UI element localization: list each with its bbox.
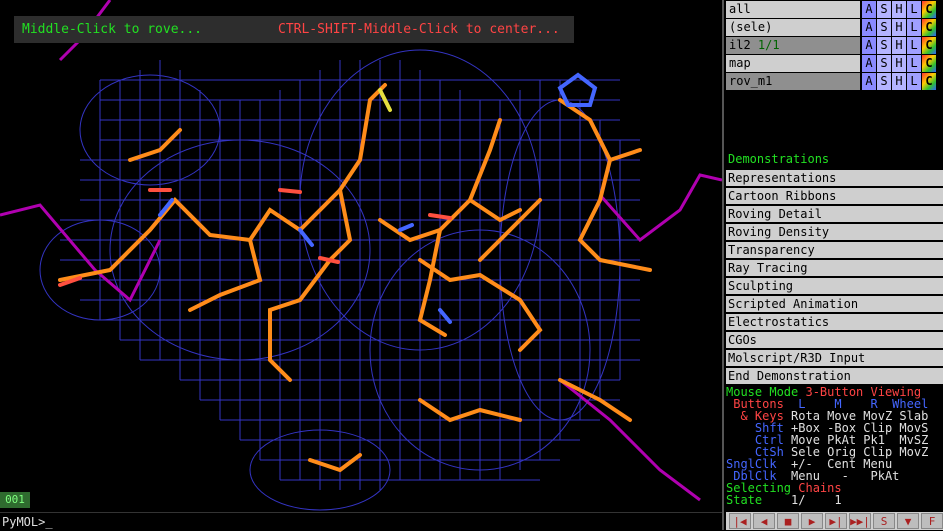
object-row-all[interactable]: all A S H L C bbox=[726, 1, 943, 18]
hide-button[interactable]: H bbox=[892, 73, 907, 90]
menu-item-representations[interactable]: Representations bbox=[726, 170, 943, 186]
color-button[interactable]: C bbox=[922, 55, 937, 72]
color-button[interactable]: C bbox=[922, 19, 937, 36]
movie-controls: |◀ ◀ ■ ▶ ▶| ▶▶| S ▼ F bbox=[726, 512, 943, 530]
menu-item-transparency[interactable]: Transparency bbox=[726, 242, 943, 258]
action-button[interactable]: A bbox=[862, 55, 877, 72]
label-button[interactable]: L bbox=[907, 55, 922, 72]
hetero-atoms bbox=[58, 72, 598, 324]
menu-item-cartoon-ribbons[interactable]: Cartoon Ribbons bbox=[726, 188, 943, 204]
mouse-row-single-click: SnglClk +/- Cent Menu bbox=[726, 457, 893, 471]
molecular-scene[interactable] bbox=[0, 0, 722, 512]
color-button[interactable]: C bbox=[922, 1, 937, 18]
object-name[interactable]: il2 1/1 bbox=[726, 37, 860, 54]
rewind-button[interactable]: |◀ bbox=[729, 513, 751, 529]
menu-item-cgos[interactable]: CGOs bbox=[726, 332, 943, 348]
density-mesh bbox=[39, 49, 640, 511]
end-button[interactable]: ▶▶| bbox=[849, 513, 871, 529]
object-row-sele[interactable]: (sele) A S H L C bbox=[726, 19, 943, 36]
label-button[interactable]: L bbox=[907, 73, 922, 90]
label-button[interactable]: L bbox=[907, 19, 922, 36]
menu-item-ray-tracing[interactable]: Ray Tracing bbox=[726, 260, 943, 276]
state-count: 1/1 bbox=[757, 38, 780, 52]
object-row-rov-m1[interactable]: rov_m1 A S H L C bbox=[726, 73, 943, 90]
action-button[interactable]: A bbox=[862, 37, 877, 54]
action-button[interactable]: A bbox=[862, 73, 877, 90]
object-name[interactable]: rov_m1 bbox=[726, 73, 860, 90]
rove-hint: Middle-Click to rove... bbox=[22, 22, 203, 37]
center-hint: CTRL-SHIFT-Middle-Click to center... bbox=[278, 22, 560, 37]
mouse-row-keys: & Keys Rota Move MovZ Slab bbox=[726, 409, 929, 423]
mouse-mode-header: Mouse Mode 3-Button Viewing bbox=[726, 385, 922, 399]
show-button[interactable]: S bbox=[877, 19, 892, 36]
menu-item-roving-detail[interactable]: Roving Detail bbox=[726, 206, 943, 222]
menu-item-electrostatics[interactable]: Electrostatics bbox=[726, 314, 943, 330]
frame-counter: 001 bbox=[0, 492, 30, 508]
menu-item-sculpting[interactable]: Sculpting bbox=[726, 278, 943, 294]
dropdown-button[interactable]: ▼ bbox=[897, 513, 919, 529]
step-forward-button[interactable]: ▶| bbox=[825, 513, 847, 529]
fullscreen-button[interactable]: F bbox=[921, 513, 943, 529]
stick-model bbox=[58, 83, 652, 473]
menu-item-end-demonstration[interactable]: End Demonstration bbox=[726, 368, 943, 384]
mouse-row-ctrl: Ctrl Move PkAt Pk1 MvSZ bbox=[726, 433, 929, 447]
show-button[interactable]: S bbox=[877, 73, 892, 90]
color-button[interactable]: C bbox=[922, 73, 937, 90]
action-button[interactable]: A bbox=[862, 1, 877, 18]
label-button[interactable]: L bbox=[907, 1, 922, 18]
3d-viewport[interactable]: Middle-Click to rove... CTRL-SHIFT-Middl… bbox=[0, 0, 722, 512]
menu-item-roving-density[interactable]: Roving Density bbox=[726, 224, 943, 240]
color-button[interactable]: C bbox=[922, 37, 937, 54]
step-back-button[interactable]: ◀ bbox=[753, 513, 775, 529]
action-button[interactable]: A bbox=[862, 19, 877, 36]
menu-item-scripted-animation[interactable]: Scripted Animation bbox=[726, 296, 943, 312]
selecting-mode[interactable]: Selecting Chains bbox=[726, 481, 842, 495]
command-line-input[interactable]: PyMOL>_ bbox=[0, 512, 722, 530]
hide-button[interactable]: H bbox=[892, 19, 907, 36]
state-indicator: State 1/ 1 bbox=[726, 493, 842, 507]
label-button[interactable]: L bbox=[907, 37, 922, 54]
show-button[interactable]: S bbox=[877, 1, 892, 18]
viewport-hint-bar: Middle-Click to rove... CTRL-SHIFT-Middl… bbox=[14, 16, 574, 43]
hide-button[interactable]: H bbox=[892, 1, 907, 18]
menu-item-molscript[interactable]: Molscript/R3D Input bbox=[726, 350, 943, 366]
play-button[interactable]: ▶ bbox=[801, 513, 823, 529]
show-button[interactable]: S bbox=[877, 55, 892, 72]
show-button[interactable]: S bbox=[877, 37, 892, 54]
demo-menu-title: Demonstrations bbox=[728, 152, 830, 166]
object-name[interactable]: all bbox=[726, 1, 860, 18]
object-panel: all A S H L C (sele) A S H L C il2 1/1 A… bbox=[722, 0, 943, 530]
object-row-map[interactable]: map A S H L C bbox=[726, 55, 943, 72]
ribbon-trace bbox=[0, 0, 722, 502]
mouse-row-buttons: Buttons L M R Wheel bbox=[726, 397, 929, 411]
hide-button[interactable]: H bbox=[892, 37, 907, 54]
mouse-row-shift: Shft +Box -Box Clip MovS bbox=[726, 421, 929, 435]
object-name[interactable]: map bbox=[726, 55, 860, 72]
mouse-row-ctrl-shift: CtSh Sele Orig Clip MovZ bbox=[726, 445, 929, 459]
object-name[interactable]: (sele) bbox=[726, 19, 860, 36]
object-row-il2[interactable]: il2 1/1 A S H L C bbox=[726, 37, 943, 54]
hide-button[interactable]: H bbox=[892, 55, 907, 72]
mouse-row-double-click: DblClk Menu - PkAt bbox=[726, 469, 900, 483]
scene-button[interactable]: S bbox=[873, 513, 895, 529]
stop-button[interactable]: ■ bbox=[777, 513, 799, 529]
mouse-mode-panel[interactable]: Mouse Mode 3-Button Viewing Buttons L M … bbox=[726, 386, 943, 506]
